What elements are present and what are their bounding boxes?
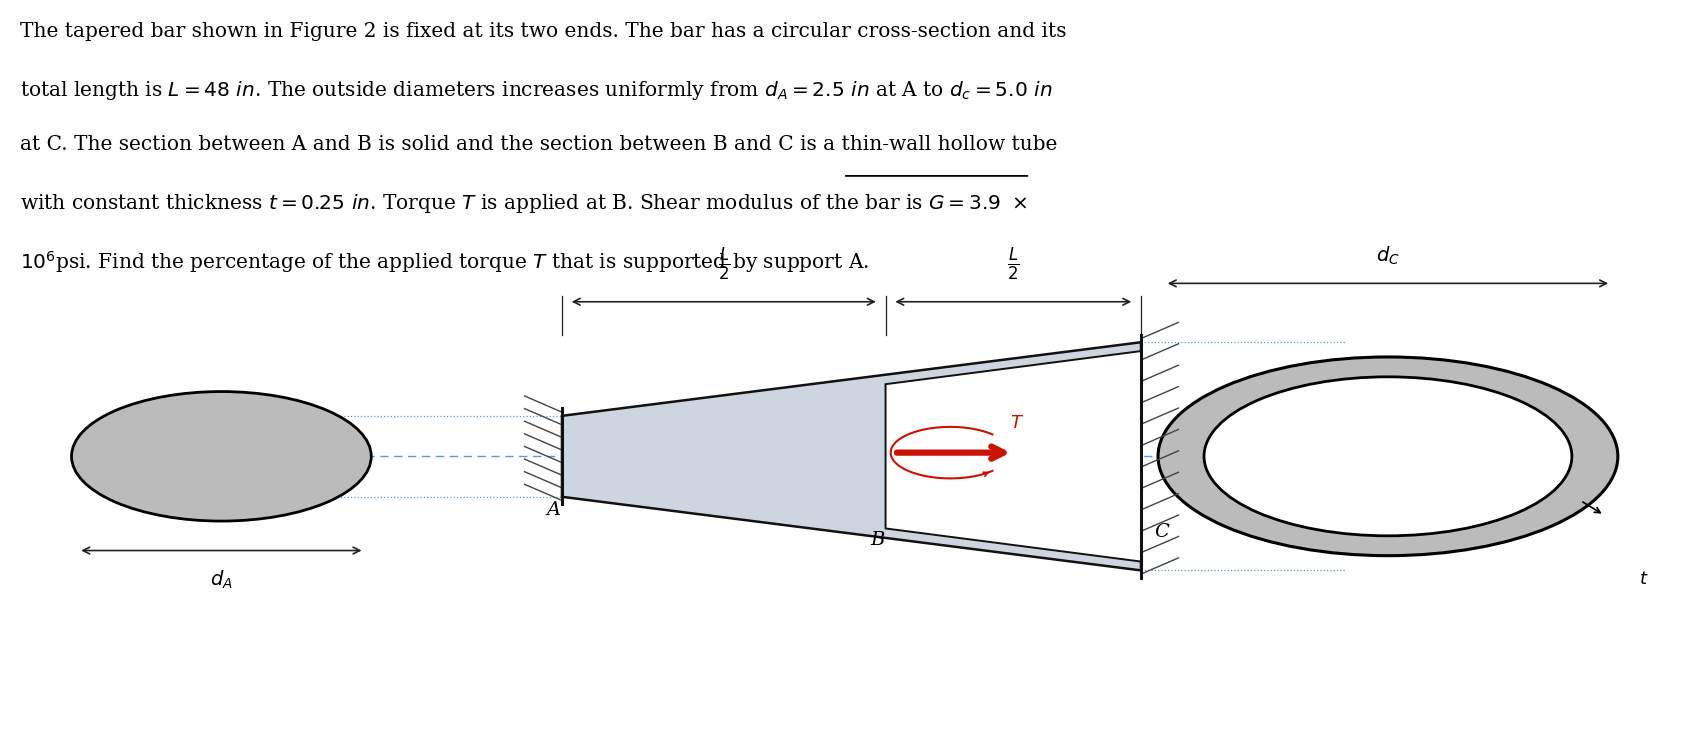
Text: $t$: $t$ bbox=[1638, 570, 1649, 588]
Text: $d_A$: $d_A$ bbox=[209, 569, 233, 591]
Text: $\frac{L}{2}$: $\frac{L}{2}$ bbox=[1006, 246, 1020, 283]
Text: A: A bbox=[547, 501, 560, 519]
Text: B: B bbox=[870, 531, 884, 548]
Text: $10^6$psi. Find the percentage of the applied torque $T$ that is supported by su: $10^6$psi. Find the percentage of the ap… bbox=[20, 249, 870, 275]
Text: total length is $L = 48\ \mathit{in}$. The outside diameters increases uniformly: total length is $L = 48\ \mathit{in}$. T… bbox=[20, 79, 1052, 102]
Polygon shape bbox=[886, 351, 1141, 562]
Circle shape bbox=[1204, 377, 1572, 536]
Text: $T$: $T$ bbox=[1010, 414, 1024, 432]
Circle shape bbox=[72, 392, 371, 521]
Text: $\frac{L}{2}$: $\frac{L}{2}$ bbox=[717, 246, 731, 283]
Circle shape bbox=[1158, 357, 1618, 556]
Text: at C. The section between A and B is solid and the section between B and C is a : at C. The section between A and B is sol… bbox=[20, 135, 1058, 155]
Text: with constant thickness $t = 0.25\ \mathit{in}$. Torque $T$ is applied at B. She: with constant thickness $t = 0.25\ \math… bbox=[20, 192, 1027, 215]
Text: $d_C$: $d_C$ bbox=[1376, 245, 1400, 267]
Text: C: C bbox=[1155, 523, 1168, 541]
Text: The tapered bar shown in Figure 2 is fixed at its two ends. The bar has a circul: The tapered bar shown in Figure 2 is fix… bbox=[20, 22, 1068, 41]
Polygon shape bbox=[562, 342, 1141, 570]
